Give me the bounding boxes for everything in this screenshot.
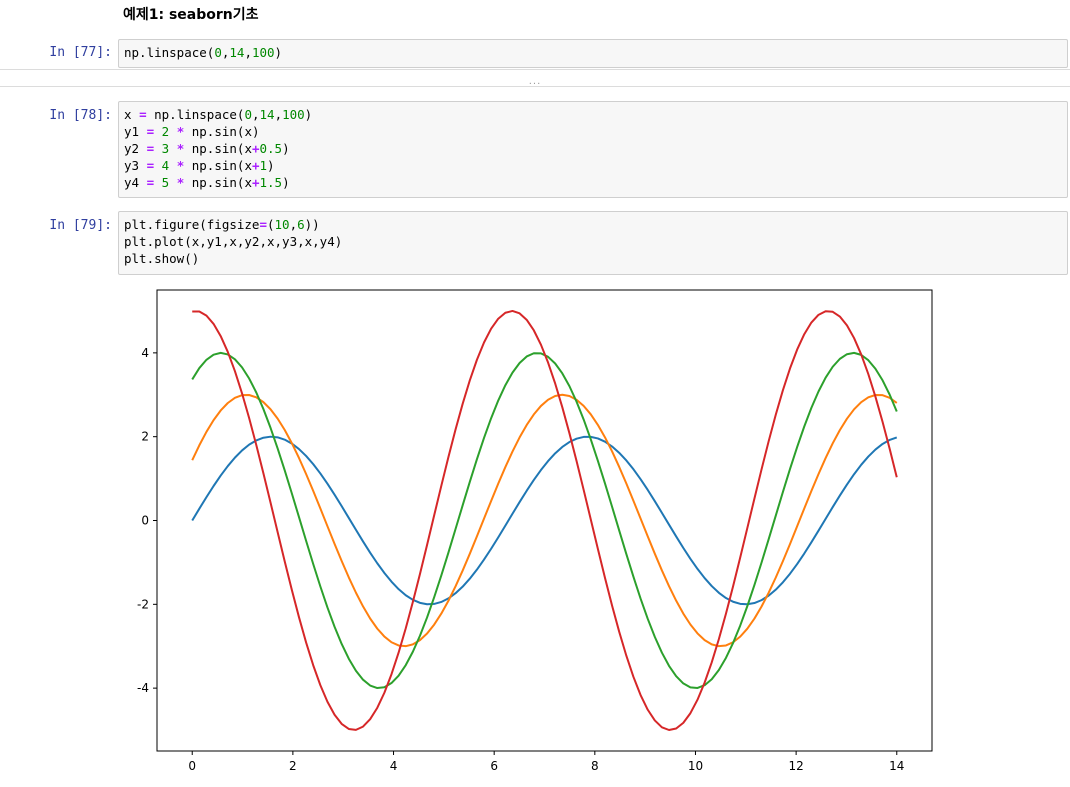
x-tick-label: 2 [289, 759, 297, 773]
series-line-4 [192, 309, 898, 731]
collapsed-output-divider[interactable]: ··· [0, 69, 1070, 90]
cell-prompt-78: In [78]: [49, 108, 112, 123]
collapsed-output-ellipsis: ··· [528, 79, 542, 90]
y-tick-label: 4 [141, 346, 149, 360]
cell-prompt-77: In [77]: [49, 45, 112, 60]
line-chart: 0 2 4 6 8 10 12 14 -4 -2 0 2 4 [137, 289, 933, 773]
x-tick-label: 8 [591, 759, 599, 773]
cell-prompt-79: In [79]: [49, 218, 112, 233]
code-text-78: x = np.linspace(0,14,100) y1 = 2 * np.si… [124, 107, 313, 190]
x-tick-label: 0 [188, 759, 196, 773]
y-tick-label: -4 [137, 681, 149, 695]
x-tick-label: 10 [688, 759, 703, 773]
series-line-2 [191, 393, 898, 648]
code-cell-79[interactable]: plt.figure(figsize=(10,6)) plt.plot(x,y1… [118, 211, 1068, 275]
series-line-1 [191, 435, 898, 606]
x-tick-label: 14 [889, 759, 904, 773]
code-cell-78[interactable]: x = np.linspace(0,14,100) y1 = 2 * np.si… [118, 101, 1068, 198]
x-tick-label: 12 [788, 759, 803, 773]
x-tick-label: 6 [490, 759, 498, 773]
x-tick-label: 4 [390, 759, 398, 773]
markdown-heading: 예제1: seaborn기초 [123, 7, 259, 23]
y-tick-label: 2 [141, 430, 149, 444]
y-tick-label: -2 [137, 597, 149, 611]
code-text-77: np.linspace(0,14,100) [124, 45, 283, 60]
y-tick-label: 0 [141, 514, 149, 528]
plot-frame [156, 289, 933, 752]
code-cell-77[interactable]: np.linspace(0,14,100) [118, 39, 1068, 68]
code-text-79: plt.figure(figsize=(10,6)) plt.plot(x,y1… [124, 217, 343, 266]
